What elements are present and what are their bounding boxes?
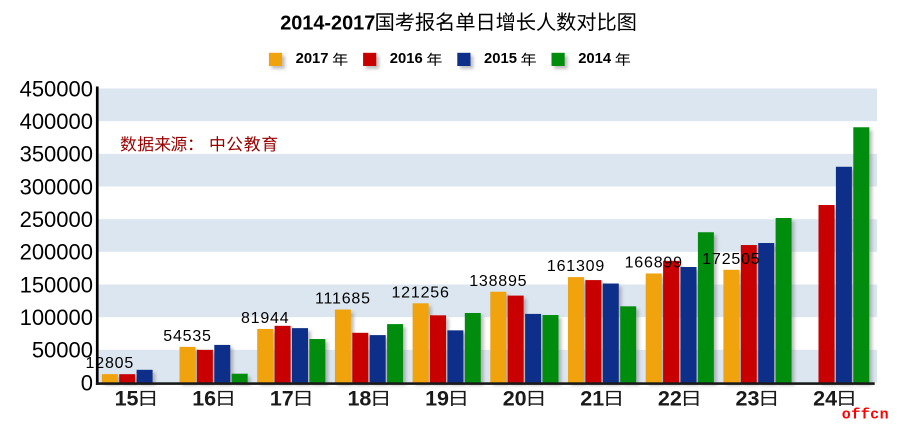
svg-text:21: 21	[580, 387, 604, 411]
svg-text:166899: 166899	[625, 254, 683, 271]
svg-text:400000: 400000	[20, 109, 93, 134]
svg-text:161309: 161309	[547, 258, 605, 275]
svg-text:138895: 138895	[469, 273, 527, 290]
svg-text:350000: 350000	[20, 142, 93, 167]
svg-text:23: 23	[736, 387, 760, 411]
svg-text:2014: 2014	[578, 51, 612, 67]
svg-text:111685: 111685	[315, 291, 371, 308]
svg-text:0: 0	[81, 370, 93, 395]
svg-text:150000: 150000	[20, 272, 93, 297]
svg-text:18: 18	[347, 387, 371, 411]
svg-text:2017: 2017	[296, 51, 329, 67]
svg-text:100000: 100000	[20, 305, 93, 330]
svg-text:300000: 300000	[20, 174, 93, 199]
svg-text:54535: 54535	[163, 328, 212, 345]
svg-text:17: 17	[270, 387, 294, 411]
svg-text:15: 15	[115, 387, 139, 411]
svg-text:12805: 12805	[86, 355, 135, 372]
svg-text:50000: 50000	[32, 338, 93, 363]
svg-text:81944: 81944	[241, 310, 290, 327]
svg-text:24: 24	[813, 387, 837, 411]
svg-text:offcn: offcn	[842, 406, 889, 423]
svg-text:20: 20	[503, 387, 527, 411]
svg-text:2016: 2016	[390, 51, 423, 67]
svg-text:200000: 200000	[20, 240, 93, 265]
svg-text:2015: 2015	[484, 51, 517, 67]
svg-text:172505: 172505	[702, 251, 760, 268]
svg-text:22: 22	[658, 387, 682, 411]
svg-text:19: 19	[425, 387, 449, 411]
svg-text:250000: 250000	[20, 207, 93, 232]
svg-text:450000: 450000	[20, 76, 93, 101]
svg-text:121256: 121256	[391, 284, 449, 301]
svg-text:16: 16	[192, 387, 216, 411]
svg-text:2014-2017: 2014-2017	[280, 12, 375, 34]
